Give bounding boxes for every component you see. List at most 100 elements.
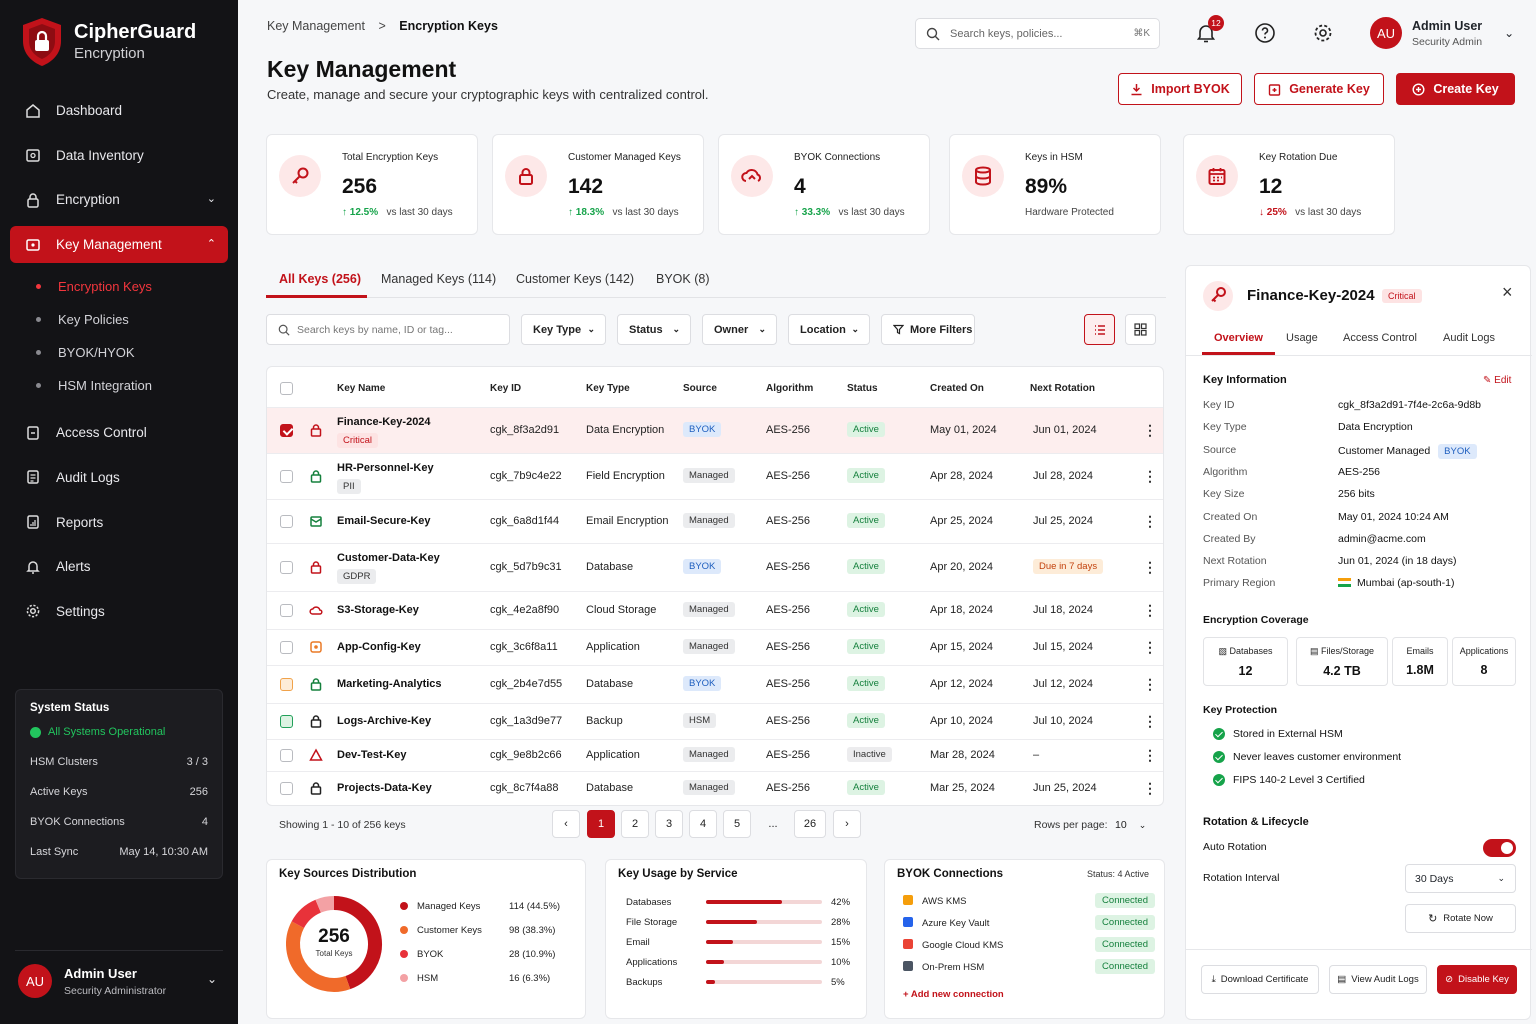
sidebar-user-menu[interactable]: AU Admin User Security Administrator ⌄ (18, 964, 223, 998)
panel-tab-overview[interactable]: Overview (1214, 332, 1263, 344)
table-row[interactable]: Projects-Data-Key cgk_8c7f4a88 Database Man… (267, 771, 1163, 805)
col-header[interactable]: Next Rotation (1030, 383, 1095, 394)
auto-rotation-toggle[interactable] (1483, 839, 1516, 857)
generate-key-button[interactable]: Generate Key (1254, 73, 1384, 105)
sidebar-item-encryption[interactable]: Encryption ⌄ (10, 181, 228, 218)
row-actions-icon[interactable]: ⋮ (1143, 422, 1157, 438)
row-actions-icon[interactable]: ⋮ (1143, 602, 1157, 618)
top-user-menu[interactable]: AU Admin User Security Admin ⌄ (1370, 17, 1514, 49)
table-row[interactable]: Dev-Test-Key cgk_9e8b2c66 Application Manag… (267, 739, 1163, 771)
sidebar-item-reports[interactable]: Reports (10, 504, 228, 541)
sidebar-item-data-inventory[interactable]: Data Inventory (10, 137, 228, 174)
panel-tab-access-control[interactable]: Access Control (1343, 332, 1417, 344)
row-checkbox[interactable] (280, 604, 293, 617)
owner-filter[interactable]: Owner ⌄ (702, 314, 777, 345)
byok-connection-item[interactable]: On-Prem HSM Connected (903, 959, 1155, 977)
key-name[interactable]: Dev-Test-Key (337, 749, 407, 761)
row-actions-icon[interactable]: ⋮ (1143, 780, 1157, 796)
row-checkbox[interactable] (280, 515, 293, 528)
row-checkbox[interactable] (280, 749, 293, 762)
create-key-button[interactable]: Create Key (1396, 73, 1515, 105)
panel-tab-audit-logs[interactable]: Audit Logs (1443, 332, 1495, 344)
key-name[interactable]: S3-Storage-Key (337, 604, 419, 616)
close-icon[interactable]: × (1502, 282, 1513, 302)
col-header[interactable]: Algorithm (766, 383, 814, 394)
row-checkbox[interactable] (280, 715, 293, 728)
page-5[interactable]: 5 (723, 810, 751, 838)
brand-logo[interactable]: CipherGuard Encryption (20, 16, 196, 68)
list-view-toggle[interactable] (1084, 314, 1115, 345)
subnav-encryption-keys[interactable]: Encryption Keys (10, 270, 228, 303)
row-actions-icon[interactable]: ⋮ (1143, 639, 1157, 655)
col-header[interactable]: Source (683, 383, 717, 394)
key-name[interactable]: App-Config-Key (337, 641, 421, 653)
byok-connection-item[interactable]: Google Cloud KMS Connected (903, 937, 1155, 955)
rotate-now-button[interactable]: ↻ Rotate Now (1405, 904, 1516, 933)
page-4[interactable]: 4 (689, 810, 717, 838)
byok-connection-item[interactable]: AWS KMS Connected (903, 893, 1155, 911)
tab-customer-keys[interactable]: Customer Keys (142) (516, 272, 635, 286)
key-name[interactable]: Email-Secure-Key (337, 515, 431, 527)
tab-managed-keys[interactable]: Managed Keys (114) (381, 272, 497, 286)
sidebar-item-settings[interactable]: Settings (10, 593, 228, 630)
page-3[interactable]: 3 (655, 810, 683, 838)
row-checkbox[interactable] (280, 424, 293, 437)
more-filters-button[interactable]: More Filters (881, 314, 975, 345)
add-connection-link[interactable]: + Add new connection (903, 989, 1004, 1000)
col-header[interactable]: Key Name (337, 383, 386, 394)
key-name[interactable]: Customer-Data-Key (337, 552, 440, 564)
table-row[interactable]: Logs-Archive-Key cgk_1a3d9e77 Backup HSM AES… (267, 703, 1163, 739)
gear-icon[interactable] (1312, 22, 1334, 44)
key-name[interactable]: Logs-Archive-Key (337, 715, 432, 727)
download-certificate-button[interactable]: ⤓ Download Certificate (1201, 965, 1319, 994)
status-filter[interactable]: Status ⌄ (617, 314, 691, 345)
table-row[interactable]: App-Config-Key cgk_3c6f8a11 Application Man… (267, 629, 1163, 665)
global-search-input[interactable]: Search keys, policies... ⌘K (915, 18, 1160, 49)
row-checkbox[interactable] (280, 641, 293, 654)
row-actions-icon[interactable]: ⋮ (1143, 468, 1157, 484)
row-checkbox[interactable] (280, 782, 293, 795)
view-audit-logs-button[interactable]: ▤ View Audit Logs (1329, 965, 1427, 994)
page-26[interactable]: 26 (794, 810, 826, 838)
grid-view-toggle[interactable] (1125, 314, 1156, 345)
key-name[interactable]: HR-Personnel-Key (337, 462, 434, 474)
row-actions-icon[interactable]: ⋮ (1143, 713, 1157, 729)
col-header[interactable]: Key Type (586, 383, 630, 394)
location-filter[interactable]: Location ⌄ (788, 314, 870, 345)
row-checkbox[interactable] (280, 678, 293, 691)
page-2[interactable]: 2 (621, 810, 649, 838)
byok-connection-item[interactable]: Azure Key Vault Connected (903, 915, 1155, 933)
table-row[interactable]: Marketing-Analytics cgk_2b4e7d55 Database B… (267, 665, 1163, 703)
sidebar-item-alerts[interactable]: Alerts (10, 548, 228, 585)
table-row[interactable]: Email-Secure-Key cgk_6a8d1f44 Email Encryp… (267, 499, 1163, 543)
col-header[interactable]: Status (847, 383, 878, 394)
key-type-filter[interactable]: Key Type ⌄ (521, 314, 606, 345)
page-1[interactable]: 1 (587, 810, 615, 838)
import-byok-button[interactable]: Import BYOK (1118, 73, 1242, 105)
row-actions-icon[interactable]: ⋮ (1143, 676, 1157, 692)
prev-page-button[interactable]: ‹ (552, 810, 580, 838)
sidebar-item-access-control[interactable]: Access Control (10, 414, 228, 451)
subnav-byok-hyok[interactable]: BYOK/HYOK (10, 336, 228, 369)
sidebar-item-key-management[interactable]: Key Management ⌃ (10, 225, 228, 263)
col-header[interactable]: Created On (930, 383, 984, 394)
table-row[interactable]: Finance-Key-2024 Critical cgk_8f3a2d91 Data… (267, 407, 1163, 453)
row-actions-icon[interactable]: ⋮ (1143, 513, 1157, 529)
tab-byok[interactable]: BYOK (8) (656, 272, 710, 286)
disable-key-button[interactable]: ⊘ Disable Key (1437, 965, 1517, 994)
key-name[interactable]: Marketing-Analytics (337, 678, 442, 690)
row-checkbox[interactable] (280, 470, 293, 483)
breadcrumb-parent[interactable]: Key Management (267, 19, 365, 33)
sidebar-item-dashboard[interactable]: Dashboard (10, 92, 228, 129)
tab-all-keys[interactable]: All Keys (256) (279, 272, 361, 286)
rotation-interval-select[interactable]: 30 Days ⌄ (1405, 864, 1516, 893)
row-checkbox[interactable] (280, 561, 293, 574)
rows-per-page-select[interactable]: 10 ⌄ (1115, 814, 1151, 836)
edit-button[interactable]: ✎ Edit (1483, 375, 1511, 386)
subnav-hsm-integration[interactable]: HSM Integration (10, 369, 228, 402)
key-search-input[interactable]: Search keys by name, ID or tag... (266, 314, 510, 345)
row-actions-icon[interactable]: ⋮ (1143, 559, 1157, 575)
key-name[interactable]: Finance-Key-2024 (337, 416, 431, 428)
row-actions-icon[interactable]: ⋮ (1143, 747, 1157, 763)
select-all-checkbox[interactable] (280, 382, 293, 395)
